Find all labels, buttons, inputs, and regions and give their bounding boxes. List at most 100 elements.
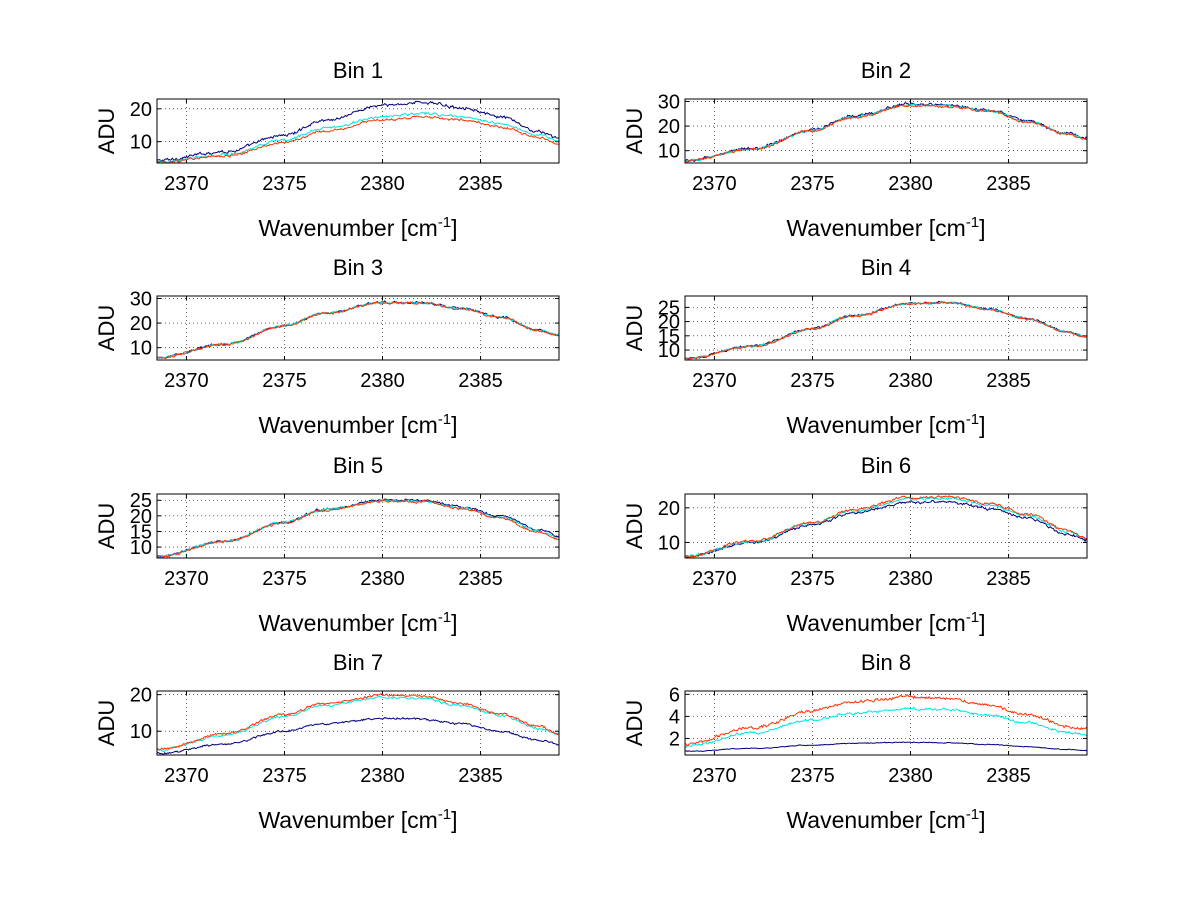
series-line-3 [156, 693, 560, 751]
y-axis-label: ADU [622, 503, 647, 549]
chart-3: 2370 2375 2380 2385 10 20 30 Bin 3 ADU Wavenumber… [94, 255, 560, 438]
y-axis-label: ADU [622, 305, 647, 351]
series-line-2 [684, 706, 1088, 749]
x-axis-label: Wavenumber [cm-1] [786, 806, 985, 833]
x-axis-label-superscript: -1 [966, 609, 979, 626]
x-axis-label-end: ] [451, 215, 457, 241]
x-axis-label-end: ] [451, 412, 457, 438]
y-tick-label: 10 [130, 721, 152, 743]
chart-2: 2370 2375 2380 2385 10 20 30 Bin 2 ADU Wavenumber… [622, 58, 1088, 241]
x-axis-label: Wavenumber [cm-1] [258, 806, 457, 833]
series-line-1 [156, 100, 560, 163]
x-tick-label: 2385 [986, 568, 1031, 590]
x-axis-label-end: ] [451, 610, 457, 636]
series-line-3 [684, 301, 1088, 360]
y-axis-label: ADU [622, 108, 647, 154]
chart-title: Bin 8 [861, 650, 911, 675]
chart-title: Bin 7 [333, 650, 383, 675]
chart-title: Bin 6 [861, 453, 911, 478]
x-axis-label-text: Wavenumber [cm [786, 412, 965, 438]
series-line-2 [156, 300, 560, 359]
y-tick-label: 10 [658, 141, 680, 163]
chart-title: Bin 3 [333, 255, 383, 280]
x-axis-label-text: Wavenumber [cm [786, 807, 965, 833]
x-axis-label-text: Wavenumber [cm [258, 412, 437, 438]
series-line-1 [156, 716, 560, 755]
x-tick-label: 2370 [164, 173, 209, 195]
axes-box [684, 493, 1088, 559]
chart-title: Bin 5 [333, 453, 383, 478]
series-line-2 [156, 695, 560, 753]
x-tick-label: 2375 [262, 765, 307, 787]
x-tick-label: 2380 [360, 370, 405, 392]
y-tick-label: 2 [669, 728, 680, 750]
x-axis-label: Wavenumber [cm-1] [786, 609, 985, 636]
x-tick-label: 2380 [360, 568, 405, 590]
y-tick-label: 20 [658, 312, 680, 334]
x-axis-label: Wavenumber [cm-1] [258, 609, 457, 636]
x-axis-label-superscript: -1 [438, 806, 451, 823]
x-axis-label: Wavenumber [cm-1] [786, 214, 985, 241]
axes-box [156, 493, 560, 559]
y-tick-label: 25 [658, 297, 680, 319]
x-tick-label: 2380 [888, 173, 933, 195]
x-tick-label: 2380 [888, 370, 933, 392]
axes-box [156, 690, 560, 756]
chart-7: 2370 2375 2380 2385 10 20 Bin 7 ADU Wavenumber [… [94, 650, 560, 833]
axes-box [156, 295, 560, 361]
x-tick-label: 2385 [458, 568, 503, 590]
series-line-3 [684, 104, 1088, 163]
y-tick-label: 15 [130, 521, 152, 543]
y-tick-label: 20 [658, 498, 680, 520]
x-axis-label-end: ] [451, 807, 457, 833]
x-tick-label: 2370 [164, 765, 209, 787]
y-tick-label: 10 [130, 338, 152, 360]
x-tick-label: 2375 [262, 370, 307, 392]
x-axis-label-text: Wavenumber [cm [258, 215, 437, 241]
y-tick-label: 15 [658, 326, 680, 348]
x-axis-label: Wavenumber [cm-1] [258, 214, 457, 241]
y-tick-label: 10 [658, 340, 680, 362]
series-line-2 [684, 496, 1088, 558]
x-tick-label: 2375 [262, 173, 307, 195]
x-tick-label: 2375 [262, 568, 307, 590]
x-axis-label-superscript: -1 [438, 609, 451, 626]
y-tick-label: 20 [130, 99, 152, 121]
y-tick-label: 25 [130, 490, 152, 512]
series-line-3 [684, 694, 1088, 747]
x-axis-label-text: Wavenumber [cm [258, 807, 437, 833]
axes-box [156, 98, 560, 164]
x-axis-label-superscript: -1 [966, 806, 979, 823]
x-tick-label: 2375 [790, 568, 835, 590]
x-tick-label: 2385 [458, 173, 503, 195]
plot-area [684, 493, 1088, 559]
y-tick-label: 30 [658, 91, 680, 113]
y-axis-label: ADU [94, 503, 119, 549]
y-tick-label: 10 [130, 132, 152, 154]
series-line-1 [684, 741, 1088, 753]
y-tick-label: 30 [130, 288, 152, 310]
x-axis-label-superscript: -1 [966, 411, 979, 428]
axes-box [684, 690, 1088, 756]
y-axis-label: ADU [94, 305, 119, 351]
x-tick-label: 2380 [360, 173, 405, 195]
chart-title: Bin 4 [861, 255, 911, 280]
series-line-3 [156, 300, 560, 359]
x-tick-label: 2370 [692, 568, 737, 590]
x-axis-label: Wavenumber [cm-1] [786, 411, 985, 438]
y-tick-label: 20 [658, 116, 680, 138]
x-tick-label: 2380 [888, 568, 933, 590]
x-tick-label: 2385 [986, 173, 1031, 195]
x-axis-label: Wavenumber [cm-1] [258, 411, 457, 438]
y-tick-label: 10 [130, 537, 152, 559]
x-axis-label-text: Wavenumber [cm [258, 610, 437, 636]
x-tick-label: 2385 [458, 765, 503, 787]
chart-title: Bin 2 [861, 58, 911, 83]
x-tick-label: 2370 [164, 370, 209, 392]
chart-8: 2370 2375 2380 2385 246 Bin 8 ADU Wavenumber [c… [622, 650, 1088, 833]
x-tick-label: 2370 [692, 370, 737, 392]
x-axis-label-superscript: -1 [438, 214, 451, 231]
chart-1: 2370 2375 2380 2385 10 20 Bin 1 ADU Wavenumber [… [94, 58, 560, 241]
